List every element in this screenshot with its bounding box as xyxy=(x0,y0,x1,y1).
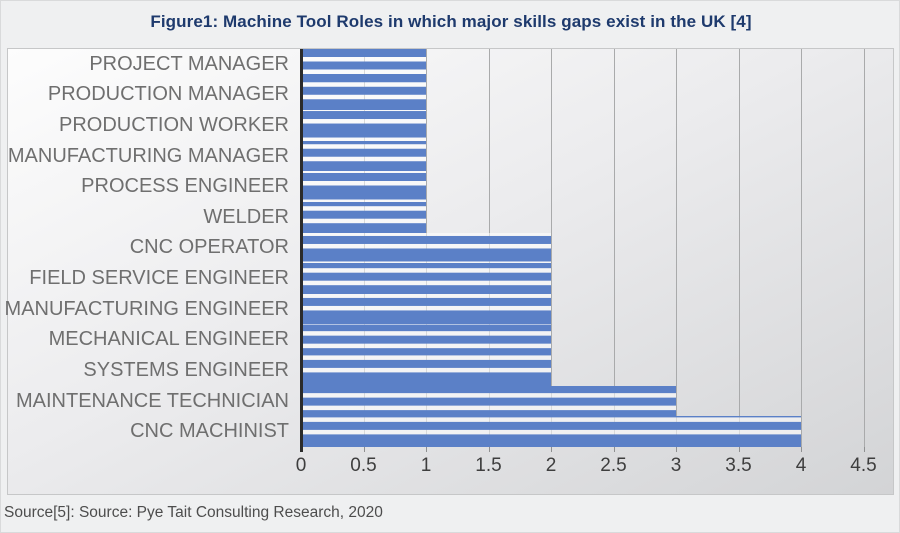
axis-tick xyxy=(426,447,427,452)
category-label: FIELD SERVICE ENGINEER xyxy=(29,267,289,290)
bar xyxy=(303,79,426,111)
bar xyxy=(303,293,551,325)
category-label: CNC OPERATOR xyxy=(129,236,289,259)
category-label: CNC MACHINIST xyxy=(130,420,289,443)
bar xyxy=(303,140,426,172)
gridline xyxy=(801,49,802,447)
bar xyxy=(303,385,676,417)
bar xyxy=(303,324,551,356)
gridline xyxy=(863,49,865,447)
x-axis-tick-label: 1.5 xyxy=(475,455,502,476)
axis-tick xyxy=(613,447,615,452)
category-label: MANUFACTURING ENGINEER xyxy=(4,297,289,320)
y-axis-line xyxy=(300,49,303,452)
axis-tick xyxy=(363,447,365,452)
x-axis-tick-label: 0 xyxy=(295,455,307,476)
category-label: WELDER xyxy=(203,205,289,228)
source-note: Source[5]: Source: Pye Tait Consulting R… xyxy=(4,504,383,521)
axis-tick xyxy=(676,447,677,452)
figure-title: Figure1: Machine Tool Roles in which maj… xyxy=(150,12,752,31)
category-label: PRODUCTION MANAGER xyxy=(47,83,289,106)
gridline xyxy=(551,49,552,447)
category-label: MECHANICAL ENGINEER xyxy=(48,328,289,351)
bar xyxy=(303,202,426,233)
x-axis-tick-label: 2.5 xyxy=(600,455,627,476)
bar xyxy=(303,49,426,80)
bar xyxy=(303,110,426,141)
axis-tick xyxy=(488,447,490,452)
gridline xyxy=(676,49,677,447)
category-label: PROCESS ENGINEER xyxy=(81,175,289,198)
x-axis-tick-label: 3 xyxy=(670,455,682,476)
category-label: PRODUCTION WORKER xyxy=(59,114,289,137)
gridline xyxy=(738,49,740,447)
bar xyxy=(303,171,426,203)
x-axis-tick-label: 2 xyxy=(545,455,557,476)
axis-tick xyxy=(863,447,865,452)
category-label: SYSTEMS ENGINEER xyxy=(83,358,289,381)
x-axis-tick-label: 0.5 xyxy=(350,455,377,476)
bar xyxy=(303,416,801,447)
bar xyxy=(303,232,551,264)
category-label: PROJECT MANAGER xyxy=(89,52,289,75)
axis-tick xyxy=(801,447,802,452)
axis-tick xyxy=(551,447,552,452)
x-axis-tick-label: 1 xyxy=(420,455,432,476)
x-axis-tick-label: 3.5 xyxy=(725,455,752,476)
category-label: MAINTENANCE TECHNICIAN xyxy=(16,389,289,412)
x-axis-tick-label: 4 xyxy=(795,455,807,476)
x-axis-tick-label: 4.5 xyxy=(850,455,877,476)
axis-tick xyxy=(738,447,740,452)
category-label: MANUFACTURING MANAGER xyxy=(7,144,289,167)
bar xyxy=(303,263,551,294)
bar xyxy=(303,355,551,386)
gridline xyxy=(613,49,615,447)
